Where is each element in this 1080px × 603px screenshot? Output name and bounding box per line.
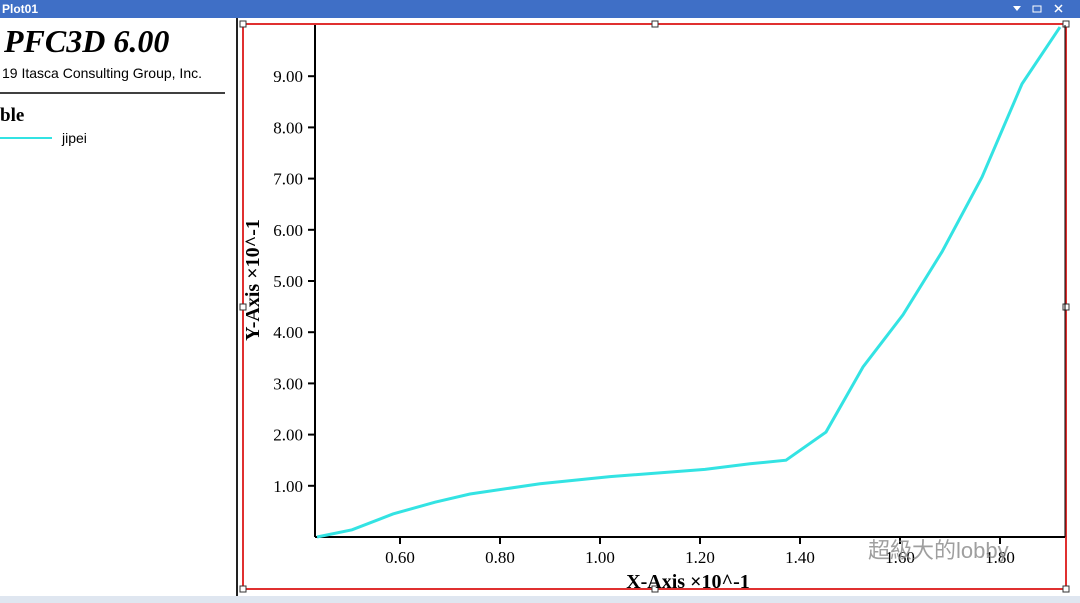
info-panel	[0, 18, 237, 596]
y-tick-label: 4.00	[273, 323, 303, 342]
x-tick-label: 1.60	[885, 548, 915, 567]
x-axis-title: X-Axis ×10^-1	[626, 571, 750, 593]
y-axis-title: Y-Axis ×10^-1	[242, 219, 264, 341]
x-tick-label: 1.40	[785, 548, 815, 567]
title-bar	[0, 0, 1080, 18]
y-tick-label: 8.00	[273, 118, 303, 137]
y-tick-label: 9.00	[273, 67, 303, 86]
x-tick-label: 1.20	[685, 548, 715, 567]
x-tick-label: 1.80	[985, 548, 1015, 567]
data-line	[316, 26, 1062, 539]
status-strip	[0, 596, 1080, 603]
y-tick-label: 6.00	[273, 221, 303, 240]
legend-label: jipei	[61, 130, 87, 146]
product-title: PFC3D 6.00	[3, 23, 169, 59]
x-tick-label: 1.00	[585, 548, 615, 567]
window-title: Plot01	[2, 2, 38, 16]
y-tick-label: 7.00	[273, 170, 303, 189]
y-tick-label: 3.00	[273, 374, 303, 393]
y-tick-label: 2.00	[273, 426, 303, 445]
selection-frame[interactable]	[242, 23, 1067, 590]
y-tick-label: 5.00	[273, 272, 303, 291]
menu-button[interactable]	[1013, 6, 1021, 11]
restore-button[interactable]	[1032, 5, 1042, 13]
x-tick-label: 0.80	[485, 548, 515, 567]
y-tick-label: 1.00	[273, 477, 303, 496]
x-tick-label: 0.60	[385, 548, 415, 567]
resize-handles	[239, 20, 1070, 593]
copyright: 19 Itasca Consulting Group, Inc.	[2, 65, 202, 81]
watermark: 超級大的lobby	[868, 538, 1009, 563]
close-button[interactable]	[1054, 4, 1063, 13]
panel-heading: ble	[0, 105, 24, 126]
